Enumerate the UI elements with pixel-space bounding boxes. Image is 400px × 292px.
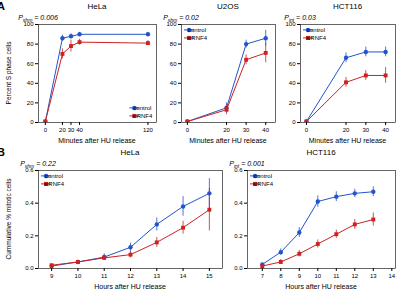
svg-text:60: 60 <box>289 61 296 67</box>
svg-text:0: 0 <box>30 119 34 125</box>
svg-text:0: 0 <box>292 119 296 125</box>
svg-text:40: 40 <box>289 80 296 86</box>
svg-text:40: 40 <box>27 80 34 86</box>
svg-text:10: 10 <box>75 273 82 279</box>
svg-text:B: B <box>0 146 5 158</box>
svg-text:60: 60 <box>170 61 177 67</box>
svg-text:0.6: 0.6 <box>25 167 34 174</box>
svg-text:40: 40 <box>262 127 269 133</box>
svg-text:0.6: 0.6 <box>234 167 243 174</box>
svg-text:7: 7 <box>261 273 265 279</box>
svg-text:40: 40 <box>382 127 389 133</box>
svg-text:HeLa: HeLa <box>120 148 140 157</box>
svg-text:0.0: 0.0 <box>25 265 34 271</box>
svg-text:15: 15 <box>206 273 213 279</box>
svg-text:30: 30 <box>362 127 369 133</box>
svg-text:0.4: 0.4 <box>25 200 34 206</box>
svg-text:Pshm = 0.02: Pshm = 0.02 <box>163 14 199 23</box>
svg-text:13: 13 <box>370 273 377 279</box>
svg-text:30: 30 <box>68 127 75 133</box>
svg-text:Cummulative % mitotic cells: Cummulative % mitotic cells <box>5 178 12 260</box>
svg-text:11: 11 <box>101 273 108 279</box>
svg-text:0.2: 0.2 <box>234 233 243 239</box>
svg-text:Minutes after HU release: Minutes after HU release <box>189 137 267 144</box>
svg-text:14: 14 <box>180 273 187 279</box>
svg-text:Minutes after HU release: Minutes after HU release <box>58 137 136 144</box>
svg-text:Hours after HU release: Hours after HU release <box>94 283 166 290</box>
svg-text:80: 80 <box>289 41 296 47</box>
svg-text:siRNF4: siRNF4 <box>132 113 153 119</box>
svg-text:Minutes after HU release: Minutes after HU release <box>309 137 387 144</box>
svg-text:11: 11 <box>333 273 340 279</box>
svg-text:HCT116: HCT116 <box>333 2 363 11</box>
svg-text:8: 8 <box>279 273 283 279</box>
svg-text:9: 9 <box>50 273 54 279</box>
svg-text:100: 100 <box>166 21 177 28</box>
svg-text:0.4: 0.4 <box>234 200 243 206</box>
svg-text:control: control <box>133 105 151 111</box>
svg-text:siRNF4: siRNF4 <box>253 181 274 187</box>
svg-text:Hours after HU release: Hours after HU release <box>285 283 357 290</box>
svg-text:9: 9 <box>298 273 302 279</box>
svg-text:40: 40 <box>76 127 83 133</box>
svg-text:120: 120 <box>143 127 154 133</box>
svg-text:0: 0 <box>305 127 309 133</box>
svg-text:60: 60 <box>27 61 34 67</box>
svg-text:0: 0 <box>44 127 48 133</box>
svg-text:12: 12 <box>127 273 134 279</box>
svg-text:A: A <box>0 0 5 12</box>
svg-text:0.0: 0.0 <box>234 265 243 271</box>
svg-text:siRNF4: siRNF4 <box>187 35 208 41</box>
svg-text:30: 30 <box>243 127 250 133</box>
svg-text:10: 10 <box>314 273 321 279</box>
svg-text:80: 80 <box>27 41 34 47</box>
svg-text:20: 20 <box>170 100 177 106</box>
svg-text:100: 100 <box>285 21 296 28</box>
svg-text:20: 20 <box>27 100 34 106</box>
svg-text:siRNF4: siRNF4 <box>306 35 327 41</box>
svg-text:control: control <box>45 173 63 179</box>
svg-text:40: 40 <box>170 80 177 86</box>
svg-text:siRNF4: siRNF4 <box>44 181 65 187</box>
svg-text:0: 0 <box>186 127 190 133</box>
svg-text:80: 80 <box>170 41 177 47</box>
svg-text:0: 0 <box>173 119 177 125</box>
svg-text:14: 14 <box>388 273 395 279</box>
svg-text:20: 20 <box>343 127 350 133</box>
svg-text:U2OS: U2OS <box>217 2 239 11</box>
svg-text:Pint = 0.03: Pint = 0.03 <box>284 14 316 23</box>
svg-text:20: 20 <box>223 127 230 133</box>
svg-text:Pint = 0.001: Pint = 0.001 <box>229 160 265 169</box>
svg-text:control: control <box>254 173 272 179</box>
svg-text:HCT116: HCT116 <box>306 148 336 157</box>
svg-text:12: 12 <box>351 273 358 279</box>
svg-text:0.2: 0.2 <box>25 233 34 239</box>
svg-text:13: 13 <box>153 273 160 279</box>
svg-text:control: control <box>188 27 206 33</box>
svg-text:Pshm = 0.22: Pshm = 0.22 <box>20 160 56 169</box>
svg-text:100: 100 <box>23 21 34 28</box>
svg-text:HeLa: HeLa <box>87 2 107 11</box>
svg-text:control: control <box>307 27 325 33</box>
svg-text:20: 20 <box>59 127 66 133</box>
svg-text:Percent S phase cells: Percent S phase cells <box>5 41 13 105</box>
svg-text:Pshm = 0.006: Pshm = 0.006 <box>18 14 58 23</box>
svg-text:20: 20 <box>289 100 296 106</box>
